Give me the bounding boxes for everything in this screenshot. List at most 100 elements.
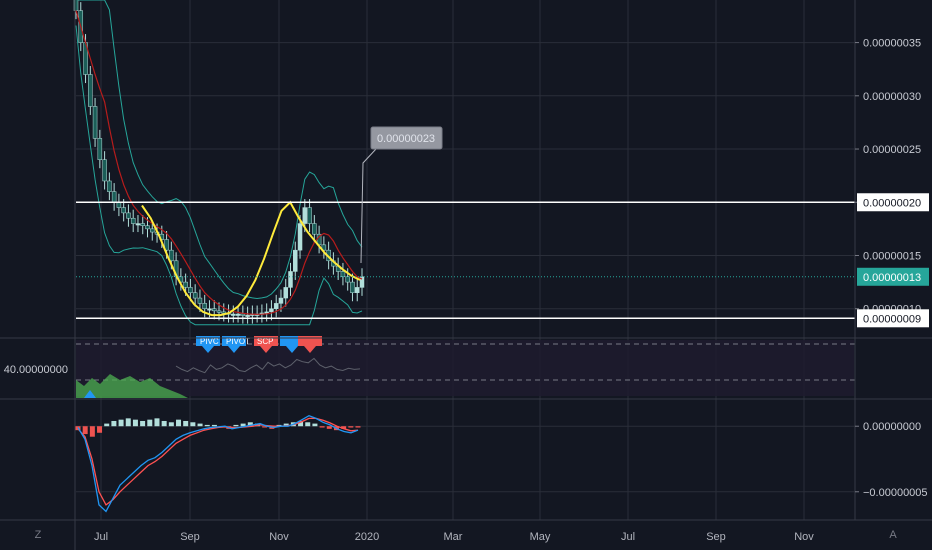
candle-body (340, 271, 346, 278)
oscillator-signal-label: PIVC (200, 337, 219, 346)
callout-box (370, 126, 443, 150)
macd-histogram-bar (168, 422, 174, 427)
bollinger-lower (75, 25, 363, 326)
oscillator-area (76, 374, 188, 398)
macd-histogram-bar (298, 420, 304, 427)
x-tick-label: May (530, 531, 551, 543)
macd-axis-ticks: 0.00000000 −0.00000005 (855, 421, 928, 499)
moving-average-path (75, 10, 363, 315)
oscillator-pane[interactable]: PIVC PIVOT SCP 40.00000000 (4, 336, 855, 398)
oscillator-signal-box (196, 336, 220, 346)
candle-body (269, 308, 274, 313)
macd-pane[interactable] (75, 414, 361, 513)
auto-scale-button[interactable]: A (889, 529, 897, 541)
callout-pointer (360, 148, 377, 264)
candle-body (97, 138, 103, 160)
x-tick-label: Jul (621, 531, 635, 543)
oscillator-y-tick: 40.00000000 (4, 364, 68, 376)
macd-histogram-bar (97, 426, 103, 433)
lower-line-tag-text: 0.00000009 (863, 313, 921, 325)
macd-histogram-bar (348, 426, 354, 428)
macd-histogram-bar (326, 426, 332, 429)
candle-body (283, 287, 288, 299)
candle-body (92, 106, 98, 139)
macd-histogram-bar (125, 418, 131, 427)
cup-curve (141, 200, 361, 317)
oscillator-signal-arrow (304, 346, 316, 353)
callout-label: 0.00000023 (377, 133, 435, 145)
candle-body (273, 303, 279, 309)
oscillator-signal-arrow (286, 346, 298, 353)
lower-line-tag-bg (857, 309, 929, 328)
price-pane[interactable]: 0.00000023 (73, 0, 855, 326)
macd-histogram-bar (355, 426, 361, 428)
candle-body (312, 223, 317, 235)
candle-body (211, 308, 217, 312)
macd-histogram-bar (111, 420, 117, 427)
oscillator-signal-labels: PIVC PIVOT SCP (196, 336, 322, 353)
oscillator-signal-arrow (260, 346, 272, 353)
macd-histogram-bar (197, 423, 203, 427)
macd-histogram-bar (89, 426, 95, 437)
candle-body (197, 297, 203, 304)
candle-body (207, 308, 212, 311)
candle-body (126, 212, 131, 219)
macd-main-line (77, 414, 359, 513)
zoom-corner-button[interactable]: Z (35, 529, 42, 541)
candle-body (145, 225, 150, 230)
oscillator-line-path (175, 357, 361, 374)
oscillator-signal-box (280, 336, 304, 346)
candle-body (302, 207, 308, 224)
macd-histogram-bar (283, 423, 289, 427)
candle-body (297, 223, 303, 251)
upper-line-tag-bg (857, 193, 929, 212)
macd-histogram-bar (132, 419, 138, 427)
oscillator-signal-arrow (202, 346, 214, 353)
oscillator-signal-box (222, 336, 246, 346)
candle-body (102, 159, 107, 182)
macd-histogram-bar (118, 419, 124, 427)
macd-histogram-bar (147, 419, 153, 427)
macd-histogram-bar (319, 426, 325, 428)
candle-body (121, 207, 126, 214)
oscillator-signal-box (254, 336, 278, 346)
candle-body (140, 223, 145, 226)
macd-histogram-bar (190, 422, 196, 427)
y-tick-label: 0.00000030 (863, 91, 921, 103)
oscillator-signal-label: PIVOT (226, 337, 250, 346)
candle-body (188, 287, 193, 293)
candle-body (107, 180, 112, 192)
macd-histogram-bar (240, 423, 246, 427)
candle-body (321, 244, 327, 251)
candle-body (307, 207, 312, 224)
x-tick-label: Sep (706, 531, 726, 543)
price-axis[interactable]: 0.00000035 0.00000030 0.00000025 0.00000020… (854, 0, 929, 520)
moving-average (75, 10, 363, 315)
oscillator-signal-box (298, 336, 322, 346)
candle-body (293, 249, 298, 272)
y-tick-label: 0.00000015 (863, 250, 921, 262)
candle-body (88, 74, 93, 107)
x-tick-label: 2020 (355, 531, 379, 543)
macd-histogram-bar (211, 424, 217, 427)
x-tick-label: Sep (180, 531, 200, 543)
oscillator-green-area (76, 374, 188, 398)
bollinger-upper (76, 0, 363, 300)
macd-lines (77, 414, 359, 513)
oscillator-signal-label: SCP (257, 337, 273, 346)
candle-body (288, 271, 293, 288)
x-tick-label: Nov (269, 531, 289, 543)
oscillator-blue-marker (84, 390, 96, 398)
y-tick-label: 0.00000035 (863, 38, 921, 50)
macd-histogram-bar (154, 418, 160, 427)
grid-lines (76, 0, 855, 520)
candle-body (150, 228, 155, 233)
candle-body (130, 217, 136, 224)
candle-body (164, 239, 169, 251)
candle-body (231, 313, 236, 316)
price-callout[interactable]: 0.00000023 (370, 126, 443, 150)
candle-body (278, 297, 284, 304)
